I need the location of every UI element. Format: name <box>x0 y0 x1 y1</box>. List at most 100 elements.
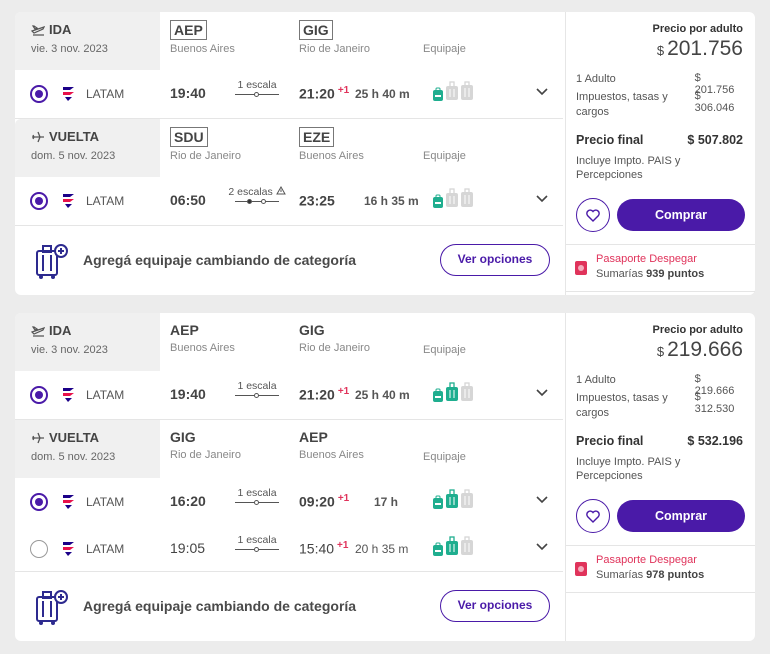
stops-info[interactable]: 1 escala <box>227 380 287 398</box>
passport-icon <box>575 562 587 576</box>
price-amount: 201.756 <box>667 37 743 60</box>
price-per-adult: $201.756 <box>657 37 743 61</box>
direction-box: IDA vie. 3 nov. 2023 <box>15 12 160 70</box>
origin-city: Buenos Aires <box>170 342 235 354</box>
flight-date: vie. 3 nov. 2023 <box>31 344 108 356</box>
baggage-icons <box>432 489 474 509</box>
flight-radio[interactable] <box>30 192 48 210</box>
stop-dot <box>254 547 259 552</box>
stops-info[interactable]: 2 escalas <box>227 185 287 204</box>
carry-on-icon <box>446 489 458 508</box>
backpack-icon <box>433 388 443 402</box>
origin-city: Buenos Aires <box>170 43 235 55</box>
stop-dot <box>254 500 259 505</box>
chevron-down-icon[interactable] <box>535 385 549 399</box>
destination-airport: AEP Buenos Aires <box>299 428 364 461</box>
stops-info[interactable]: 1 escala <box>227 79 287 97</box>
latam-logo-icon <box>63 194 74 208</box>
direction-box: VUELTA dom. 5 nov. 2023 <box>15 420 160 478</box>
carry-on-icon <box>446 188 458 207</box>
chevron-down-icon[interactable] <box>535 492 549 506</box>
origin-code: SDU <box>170 127 208 147</box>
outbound-header: IDA vie. 3 nov. 2023 AEP Buenos Aires GI… <box>15 12 563 70</box>
heart-icon <box>586 509 600 523</box>
buy-button[interactable]: Comprar <box>617 500 745 532</box>
flight-option-row[interactable]: LATAM 19:05 1 escala 15:40 +1 20 h 35 m <box>15 525 563 573</box>
baggage-label: Equipaje <box>423 150 466 162</box>
stops-label: 2 escalas <box>228 186 273 198</box>
flight-option-row[interactable]: LATAM 16:20 1 escala 09:20 +1 17 h <box>15 478 563 526</box>
taxes-line: Impuestos, tasas y cargos $ 306.046 <box>576 90 743 120</box>
backpack-icon <box>433 495 443 509</box>
next-day-badge: +1 <box>337 85 350 96</box>
destination-code: AEP <box>299 429 328 445</box>
favorite-button[interactable] <box>576 499 610 533</box>
baggage-message: Agregá equipaje cambiando de categoría <box>83 598 357 614</box>
flight-option-row[interactable]: LATAM 19:40 1 escala 21:20 +1 25 h 40 m <box>15 371 563 419</box>
price-amount: 219.666 <box>667 338 743 361</box>
flight-date: vie. 3 nov. 2023 <box>31 43 108 55</box>
airline-name: LATAM <box>86 194 125 208</box>
backpack-icon <box>433 194 443 208</box>
adult-label: 1 Adulto <box>576 374 616 386</box>
flight-radio[interactable] <box>30 85 48 103</box>
latam-logo-icon <box>63 495 74 509</box>
stops-info[interactable]: 1 escala <box>227 534 287 552</box>
direction-label: IDA <box>49 22 72 37</box>
flight-radio[interactable] <box>30 540 48 558</box>
departure-time: 19:05 <box>170 540 206 556</box>
flight-option-row[interactable]: LATAM 19:40 1 escala 21:20 +1 25 h 40 m <box>15 70 563 118</box>
final-price-label: Precio final <box>576 434 644 448</box>
favorite-button[interactable] <box>576 198 610 232</box>
baggage-icons <box>432 188 474 208</box>
destination-airport: GIG Rio de Janeiro <box>299 20 370 55</box>
chevron-down-icon[interactable] <box>535 84 549 98</box>
passport-banner: Pasaporte Despegar Sumarías 939 puntos <box>566 244 755 292</box>
airline-name: LATAM <box>86 388 125 402</box>
latam-logo-icon <box>63 388 74 402</box>
view-options-button[interactable]: Ver opciones <box>440 590 550 622</box>
direction-box: IDA vie. 3 nov. 2023 <box>15 313 160 371</box>
flight-radio[interactable] <box>30 386 48 404</box>
taxes-line: Impuestos, tasas y cargos $ 312.530 <box>576 391 743 421</box>
passport-points: 978 puntos <box>646 569 705 581</box>
origin-city: Rio de Janeiro <box>170 449 241 461</box>
direction-box: VUELTA dom. 5 nov. 2023 <box>15 119 160 177</box>
baggage-upsell: Agregá equipaje cambiando de categoría V… <box>15 571 563 641</box>
departure-time: 16:20 <box>170 493 206 509</box>
passport-points: 939 puntos <box>646 268 705 280</box>
origin-code: AEP <box>170 322 199 338</box>
departure-time: 19:40 <box>170 85 206 101</box>
next-day-badge: +1 <box>337 493 350 504</box>
stops-info[interactable]: 1 escala <box>227 487 287 505</box>
destination-airport: GIG Rio de Janeiro <box>299 321 370 354</box>
chevron-down-icon[interactable] <box>535 191 549 205</box>
passport-title: Pasaporte Despegar <box>596 253 697 265</box>
adult-value: $ 219.666 <box>694 373 735 397</box>
price-panel: Precio por adulto $219.666 1 Adulto $ 219… <box>565 313 755 641</box>
destination-city: Rio de Janeiro <box>299 43 370 55</box>
view-options-button[interactable]: Ver opciones <box>440 244 550 276</box>
baggage-icons <box>432 382 474 402</box>
final-price-label: Precio final <box>576 133 644 147</box>
flight-duration: 16 h 35 m <box>364 194 419 208</box>
adult-value: $ 201.756 <box>694 72 735 96</box>
baggage-message: Agregá equipaje cambiando de categoría <box>83 252 357 268</box>
passport-prefix: Sumarías <box>596 268 644 280</box>
airline-name: LATAM <box>86 87 125 101</box>
buy-button[interactable]: Comprar <box>617 199 745 231</box>
destination-airport: EZE Buenos Aires <box>299 127 364 162</box>
carry-on-icon <box>446 382 458 401</box>
stops-label: 1 escala <box>237 79 277 91</box>
destination-city: Buenos Aires <box>299 449 364 461</box>
plane-depart-icon <box>31 24 45 36</box>
flight-option-row[interactable]: LATAM 06:50 2 escalas 23:25 16 h 35 m <box>15 177 563 225</box>
backpack-icon <box>433 87 443 101</box>
includes-note: Incluye Impto. PAIS y Percepciones <box>576 155 681 181</box>
price-per-adult-label: Precio por adulto <box>652 23 743 35</box>
plane-return-icon <box>32 432 44 443</box>
flight-radio[interactable] <box>30 493 48 511</box>
chevron-down-icon[interactable] <box>535 539 549 553</box>
flight-card-1: IDA vie. 3 nov. 2023 AEP Buenos Aires GI… <box>15 12 755 295</box>
stops-label: 1 escala <box>237 380 277 392</box>
